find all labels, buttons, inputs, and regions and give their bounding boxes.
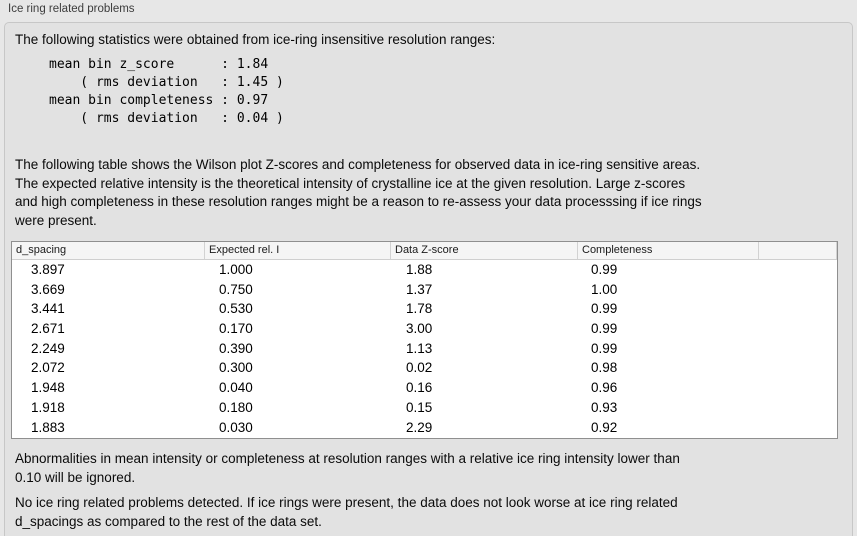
column-header-d-spacing[interactable]: d_spacing [12,242,205,259]
description-text: The following table shows the Wilson plo… [15,157,702,228]
cell-data-z-score: 1.78 [406,301,433,317]
cell-expected-rel-i: 0.030 [219,419,253,435]
cell-data-z-score: 0.02 [406,360,433,376]
cell-empty [759,378,837,398]
table-row[interactable]: 3.897 1.000 1.88 0.99 [12,260,837,280]
table-row[interactable]: 1.948 0.040 0.16 0.96 [12,378,837,398]
cell-data-z-score: 2.29 [406,419,433,435]
cell-expected-rel-i: 0.040 [219,380,253,396]
cell-d-spacing: 3.669 [31,281,65,297]
cell-d-spacing: 3.441 [31,301,65,317]
cell-empty [759,299,837,319]
table-header-row: d_spacing Expected rel. I Data Z-score C… [12,242,837,260]
table-row[interactable]: 2.249 0.390 1.13 0.99 [12,339,837,359]
table-row[interactable]: 1.918 0.180 0.15 0.93 [12,398,837,418]
table-row[interactable]: 1.883 0.030 2.29 0.92 [12,418,837,438]
cell-d-spacing: 2.249 [31,340,65,356]
cell-data-z-score: 1.88 [406,262,433,277]
conclusion-text: No ice ring related problems detected. I… [15,495,678,529]
cell-data-z-score: 0.16 [406,380,433,396]
cell-expected-rel-i: 1.000 [219,262,253,277]
table-row[interactable]: 2.072 0.300 0.02 0.98 [12,358,837,378]
cell-empty [759,339,837,359]
cell-completeness: 0.98 [591,360,618,376]
cell-data-z-score: 1.13 [406,340,433,356]
cell-empty [759,319,837,339]
cell-d-spacing: 2.072 [31,360,65,376]
cell-d-spacing: 3.897 [31,262,65,277]
cell-empty [759,418,837,438]
panel-title: Ice ring related problems [8,3,135,15]
cell-expected-rel-i: 0.530 [219,301,253,317]
cell-expected-rel-i: 0.170 [219,321,253,337]
cell-completeness: 0.96 [591,380,618,396]
table-row[interactable]: 2.671 0.170 3.00 0.99 [12,319,837,339]
cell-completeness: 1.00 [591,281,618,297]
cell-completeness: 0.92 [591,419,618,435]
ice-ring-table: d_spacing Expected rel. I Data Z-score C… [11,241,838,439]
cell-empty [759,398,837,418]
ice-ring-groupbox: The following statistics were obtained f… [4,22,853,536]
cell-d-spacing: 1.918 [31,399,65,415]
cell-data-z-score: 3.00 [406,321,433,337]
table-row[interactable]: 3.441 0.530 1.78 0.99 [12,299,837,319]
cell-data-z-score: 0.15 [406,399,433,415]
cell-empty [759,280,837,300]
cell-completeness: 0.93 [591,399,618,415]
column-header-expected-rel-i[interactable]: Expected rel. I [205,242,391,259]
cell-completeness: 0.99 [591,340,618,356]
column-header-completeness[interactable]: Completeness [578,242,759,259]
cell-completeness: 0.99 [591,262,618,277]
cell-completeness: 0.99 [591,301,618,317]
cell-d-spacing: 1.948 [31,380,65,396]
cell-expected-rel-i: 0.390 [219,340,253,356]
cell-expected-rel-i: 0.180 [219,399,253,415]
column-header-empty[interactable] [759,242,837,259]
cell-expected-rel-i: 0.300 [219,360,253,376]
column-header-data-z-score[interactable]: Data Z-score [391,242,578,259]
stats-block: mean bin z_score : 1.84 ( rms deviation … [49,57,284,126]
table-body: 3.897 1.000 1.88 0.99 3.669 0.750 1.37 1… [12,260,837,437]
ignore-note-text: Abnormalities in mean intensity or compl… [15,451,680,485]
cell-empty [759,358,837,378]
table-row[interactable]: 3.669 0.750 1.37 1.00 [12,280,837,300]
cell-expected-rel-i: 0.750 [219,281,253,297]
cell-d-spacing: 2.671 [31,321,65,337]
cell-completeness: 0.99 [591,321,618,337]
cell-data-z-score: 1.37 [406,281,433,297]
cell-d-spacing: 1.883 [31,419,65,435]
cell-empty [759,260,837,280]
intro-text: The following statistics were obtained f… [15,32,496,47]
